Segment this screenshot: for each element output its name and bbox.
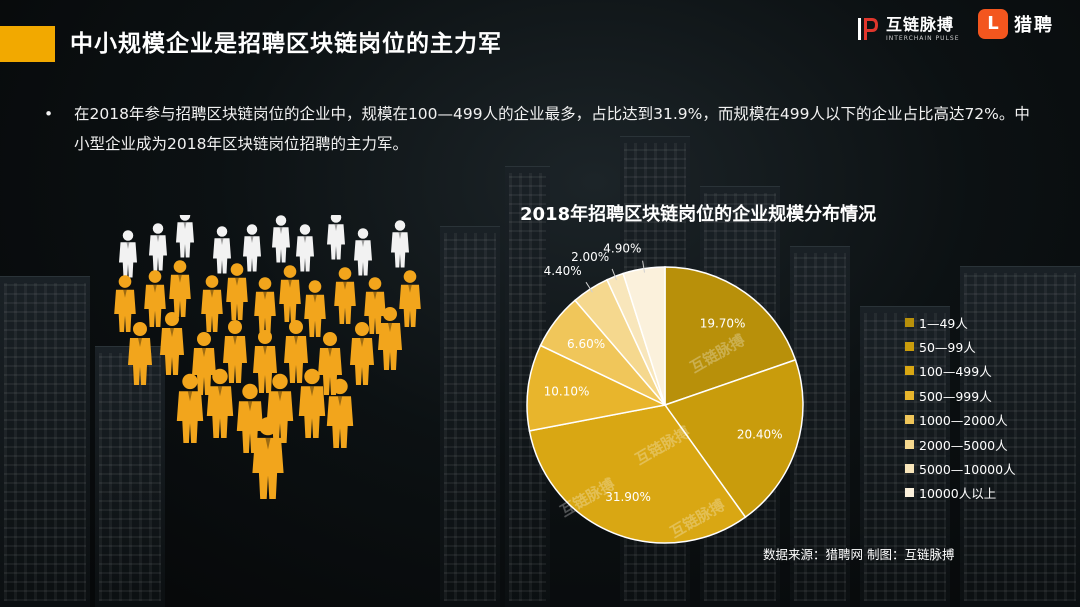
- data-source: 数据来源：猎聘网 制图：互链脉搏: [763, 547, 955, 562]
- person-icon: [327, 215, 345, 260]
- slice-label-6: 4.40%: [544, 264, 582, 278]
- legend-label: 1—49人: [919, 315, 968, 331]
- leader-line-7: [611, 268, 617, 281]
- person-icon: [149, 223, 167, 271]
- leader-line-8: [642, 260, 645, 273]
- person-icon: [169, 260, 191, 317]
- slice-label-1: 19.70%: [700, 317, 746, 331]
- legend-item-4: 500—999人: [905, 383, 1016, 407]
- person-icon: [192, 332, 216, 395]
- person-icon: [399, 270, 421, 327]
- title-accent-bar: [0, 26, 55, 62]
- pie-slice-3: [528, 404, 747, 544]
- legend-label: 10000人以上: [919, 486, 997, 502]
- interchain-pulse-icon: [858, 16, 880, 42]
- person-icon: [254, 277, 276, 334]
- liepin-logo: L 猎聘: [978, 9, 1054, 39]
- legend-item-3: 100—499人: [905, 359, 1016, 383]
- legend-swatch: [905, 366, 914, 376]
- person-icon: [128, 322, 152, 385]
- person-icon: [176, 373, 204, 443]
- leader-line-6: [585, 281, 593, 293]
- slice-label-4: 10.10%: [544, 385, 590, 399]
- person-icon: [334, 267, 356, 324]
- legend-label: 500—999人: [919, 388, 992, 404]
- person-icon: [206, 368, 234, 438]
- legend-item-5: 1000—2000人: [905, 408, 1016, 432]
- legend-item-8: 10000人以上: [905, 481, 1016, 505]
- pie-slice-2: [663, 358, 804, 519]
- pie-slice-4: [526, 344, 668, 432]
- person-icon: [378, 307, 402, 370]
- legend-swatch: [905, 390, 914, 400]
- slice-label-2: 20.40%: [737, 428, 783, 442]
- person-icon: [223, 320, 247, 383]
- slice-label-5: 6.60%: [567, 337, 605, 351]
- person-icon: [160, 312, 184, 375]
- legend-label: 50—99人: [919, 340, 976, 356]
- legend-swatch: [905, 317, 914, 327]
- person-icon: [119, 230, 137, 278]
- legend-item-1: 1—49人: [905, 310, 1016, 334]
- legend-item-7: 5000—10000人: [905, 456, 1016, 480]
- legend-swatch: [905, 342, 914, 352]
- person-icon: [391, 220, 409, 268]
- legend-swatch: [905, 415, 914, 425]
- slice-label-3: 31.90%: [605, 490, 651, 504]
- person-icon: [243, 224, 261, 272]
- person-icon: [350, 322, 374, 385]
- person-icon: [252, 417, 284, 499]
- person-icon: [326, 378, 354, 448]
- legend-swatch: [905, 439, 914, 449]
- legend-swatch: [905, 464, 914, 474]
- legend-item-2: 50—99人: [905, 334, 1016, 358]
- slice-labels: 19.70% 20.40% 31.90% 10.10% 6.60% 4.40%2.00%4…: [544, 241, 783, 504]
- pie-chart: 19.70% 20.40% 31.90% 10.10% 6.60% 4.40%2.00%4…: [526, 241, 804, 544]
- person-icon: [279, 265, 301, 322]
- person-icon: [296, 224, 314, 272]
- bullet-symbol: •: [44, 105, 54, 123]
- interchain-pulse-name-en: INTERCHAIN PULSE: [886, 34, 960, 42]
- person-icon: [253, 330, 277, 393]
- legend-item-6: 2000—5000人: [905, 432, 1016, 456]
- person-icon: [272, 215, 290, 263]
- legend-label: 5000—10000人: [919, 462, 1016, 478]
- legend-label: 1000—2000人: [919, 413, 1008, 429]
- person-icon: [201, 275, 223, 332]
- interchain-pulse-name: 互链脉搏: [886, 14, 955, 34]
- chart-title: 2018年招聘区块链岗位的企业规模分布情况: [520, 204, 877, 225]
- summary-bullet: • 在2018年参与招聘区块链岗位的企业中，规模在100—499人的企业最多，占…: [44, 99, 1044, 159]
- legend-label: 100—499人: [919, 364, 992, 380]
- slice-label-8: 4.90%: [603, 241, 641, 255]
- interchain-pulse-logo: 互链脉搏 INTERCHAIN PULSE: [858, 14, 960, 44]
- person-icon: [354, 228, 372, 276]
- people-illustration: [114, 215, 421, 499]
- liepin-name: 猎聘: [1014, 15, 1054, 36]
- person-icon: [114, 275, 136, 332]
- legend-label: 2000—5000人: [919, 437, 1008, 453]
- liepin-icon: L: [978, 9, 1008, 39]
- person-icon: [298, 368, 326, 438]
- legend-swatch: [905, 488, 914, 498]
- person-icon: [226, 263, 248, 320]
- person-icon: [304, 280, 326, 337]
- person-icon: [213, 226, 231, 274]
- person-icon: [284, 320, 308, 383]
- summary-text: 在2018年参与招聘区块链岗位的企业中，规模在100—499人的企业最多，占比达…: [74, 105, 1030, 153]
- chart-legend: 1—49人 50—99人 100—499人 500—999人 1000—2000人 200…: [905, 310, 1016, 505]
- page-title: 中小规模企业是招聘区块链岗位的主力军: [70, 31, 502, 57]
- person-icon: [176, 215, 194, 258]
- person-icon: [144, 270, 166, 327]
- slice-label-7: 2.00%: [571, 250, 609, 264]
